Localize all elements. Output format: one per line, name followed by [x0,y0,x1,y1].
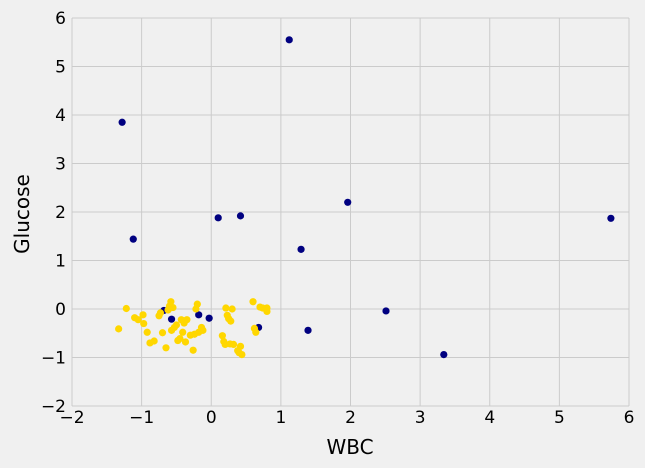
scatter-point-series-2 [139,311,146,318]
scatter-point-series-1 [206,315,213,322]
x-tick-label: 1 [275,408,286,428]
scatter-point-series-1 [440,351,447,358]
scatter-point-series-2 [169,304,176,311]
x-axis-label: WBC [326,435,373,459]
scatter-point-series-2 [157,309,164,316]
y-axis-label: Glucose [10,174,34,254]
scatter-point-series-1 [215,214,222,221]
x-tick-label: −1 [129,408,154,428]
scatter-point-series-1 [119,119,126,126]
x-tick-label: 6 [624,408,635,428]
scatter-point-series-2 [123,305,130,312]
scatter-point-series-1 [130,236,137,243]
y-tick-label: 3 [55,155,66,175]
x-tick-label: 0 [206,408,217,428]
scatter-point-series-2 [199,327,206,334]
x-tick-label: 3 [415,408,426,428]
y-tick-label: 5 [55,58,66,78]
scatter-point-series-2 [162,344,169,351]
y-tick-label: −1 [41,349,66,369]
scatter-point-series-2 [159,329,166,336]
scatter-point-series-2 [194,301,201,308]
scatter-point-series-1 [286,36,293,43]
x-tick-label: 2 [345,408,356,428]
scatter-point-series-2 [140,320,147,327]
scatter-point-series-2 [222,304,229,311]
scatter-point-series-1 [237,212,244,219]
scatter-point-series-2 [230,341,237,348]
scatter-point-series-1 [168,316,175,323]
grid [72,18,629,406]
scatter-point-series-1 [297,246,304,253]
y-tick-label: 2 [55,203,66,223]
scatter-point-series-2 [238,351,245,358]
scatter-point-series-2 [190,347,197,354]
y-tick-label: 4 [55,106,66,126]
scatter-point-series-2 [144,329,151,336]
scatter-point-series-2 [252,329,259,336]
scatter-point-series-1 [607,215,614,222]
scatter-point-series-2 [173,321,180,328]
y-tick-label: 6 [55,9,66,29]
scatter-point-series-2 [263,304,270,311]
x-tick-label: 4 [484,408,495,428]
scatter-point-series-1 [304,327,311,334]
scatter-point-series-1 [382,307,389,314]
scatter-point-series-2 [182,338,189,345]
scatter-point-series-2 [229,305,236,312]
scatter-point-series-1 [344,199,351,206]
scatter-point-series-2 [151,337,158,344]
data-points [115,36,614,358]
x-tick-label: 5 [554,408,565,428]
scatter-point-series-2 [115,325,122,332]
y-tick-label: 1 [55,252,66,272]
y-tick-label: 0 [55,300,66,320]
scatter-point-series-2 [227,318,234,325]
scatter-point-series-2 [183,316,190,323]
scatter-point-series-2 [237,343,244,350]
y-tick-label: −2 [41,397,66,417]
scatter-point-series-2 [249,298,256,305]
scatter-point-series-2 [179,329,186,336]
